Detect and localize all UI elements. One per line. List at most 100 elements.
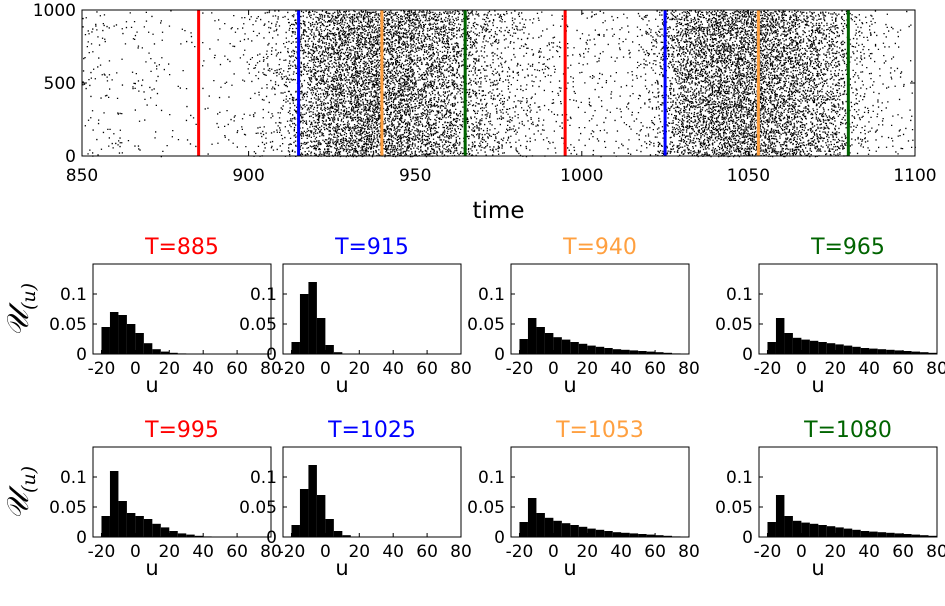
histogram-xtick-label: 0 — [320, 359, 331, 379]
histogram-bar — [160, 527, 170, 537]
raster-xtick-label: 950 — [399, 166, 431, 186]
histogram-bar — [920, 352, 929, 354]
histogram-ytick-label: 0 — [266, 528, 277, 548]
histogram-bar — [886, 349, 895, 354]
histogram-bar — [333, 352, 343, 354]
histogram-bar — [186, 534, 195, 537]
histogram-bar — [169, 531, 178, 537]
histogram-axes-box — [282, 263, 462, 355]
histogram-bar — [325, 345, 334, 354]
histogram-axes-box — [510, 263, 690, 355]
histogram-bar — [792, 520, 802, 537]
histogram-title: T=965 — [810, 235, 885, 260]
histogram-bar — [920, 535, 929, 537]
histogram-xlabel: u — [811, 556, 824, 580]
histogram-xtick-label: 40 — [858, 359, 880, 379]
histogram-bar — [169, 352, 178, 354]
histogram-bar — [152, 349, 161, 354]
histogram-xtick-label: 20 — [158, 359, 180, 379]
histogram-ytick-label: 0 — [742, 528, 753, 548]
histogram-ytick-label: 0.1 — [250, 285, 277, 305]
histogram-xtick-label: -20 — [278, 542, 306, 562]
histogram-bar — [767, 522, 776, 537]
histogram-bar — [135, 333, 144, 354]
histogram-bar — [536, 513, 545, 537]
histogram-xtick-label: 40 — [858, 542, 880, 562]
histogram-ytick-label: 0 — [76, 528, 87, 548]
histogram-title: T=995 — [144, 418, 219, 443]
histogram-bar — [604, 348, 613, 354]
histogram-ytick-label: 0 — [266, 345, 277, 365]
histogram-bar — [553, 520, 562, 537]
histogram-bar — [638, 351, 647, 354]
histogram-xtick-label: 40 — [192, 359, 214, 379]
histogram-bar — [809, 340, 819, 354]
histogram-bar — [595, 529, 605, 537]
histogram-bar — [911, 534, 921, 537]
histogram-xlabel: u — [563, 556, 576, 580]
histogram-bar — [587, 345, 596, 354]
histogram-xtick-label: 60 — [226, 359, 248, 379]
histogram-xlabel: u — [335, 373, 348, 397]
histogram-bar — [118, 501, 127, 537]
histogram-xtick-label: -20 — [754, 542, 782, 562]
histogram-axes-box — [92, 263, 272, 355]
histogram-bar — [826, 526, 836, 537]
histogram-bar — [894, 350, 904, 354]
histogram-ytick-label: 0 — [742, 345, 753, 365]
histogram-xtick-label: 60 — [892, 359, 914, 379]
histogram-bar — [527, 318, 537, 354]
raster-ytick-label: 1000 — [33, 1, 76, 21]
histogram-bar — [291, 525, 300, 537]
histogram-bar — [903, 351, 912, 354]
histogram-ytick-label: 0 — [494, 528, 505, 548]
histogram-xtick-label: 80 — [678, 542, 700, 562]
raster-xlabel: time — [473, 198, 525, 224]
histogram-title: T=1080 — [803, 418, 892, 443]
histogram-bar — [852, 529, 861, 537]
histogram-title: T=1025 — [327, 418, 416, 443]
histogram-bar — [801, 339, 810, 354]
histogram-xtick-label: -20 — [88, 542, 116, 562]
histogram-ytick-label: 0.05 — [239, 498, 277, 518]
histogram-bar — [118, 315, 127, 354]
histogram-ytick-label: 0.05 — [239, 315, 277, 335]
histogram-bar — [843, 528, 853, 537]
histogram-ytick-label: 0.05 — [467, 498, 505, 518]
histogram-bar — [527, 498, 537, 537]
histogram-xtick-label: 40 — [382, 359, 404, 379]
histogram-ytick-label: 0.05 — [715, 315, 753, 335]
histogram-ylabel-text: 𝒰(u) — [1, 466, 40, 520]
histogram-xtick-label: 60 — [416, 542, 438, 562]
histogram-ytick-label: 0 — [494, 345, 505, 365]
histogram-title: T=915 — [334, 235, 409, 260]
histogram-bar — [621, 532, 630, 537]
histogram-bar — [818, 342, 827, 354]
raster-xtick-label: 900 — [232, 166, 264, 186]
histogram-bar — [784, 333, 793, 354]
histogram-bar — [299, 294, 309, 354]
histogram-bar — [767, 342, 776, 354]
histogram-bar — [101, 516, 110, 537]
histogram-bar — [536, 327, 545, 354]
histogram-ylabel-arg: (u) — [18, 466, 40, 493]
histogram-xtick-label: 20 — [576, 359, 598, 379]
histogram-bar — [843, 345, 853, 354]
histogram-bar — [818, 525, 827, 537]
histogram-bar — [101, 327, 110, 354]
histogram-xtick-label: 60 — [226, 542, 248, 562]
histogram-bar — [316, 318, 326, 354]
histogram-xtick-label: -20 — [88, 359, 116, 379]
histogram-axes-box — [758, 446, 938, 538]
raster-ytick-label: 0 — [65, 147, 76, 167]
histogram-xlabel: u — [145, 373, 158, 397]
histogram-bar — [160, 351, 170, 354]
histogram-xtick-label: 40 — [192, 542, 214, 562]
histogram-bar — [809, 523, 819, 537]
histogram-bar — [903, 534, 912, 537]
raster-xtick-label: 850 — [66, 166, 98, 186]
